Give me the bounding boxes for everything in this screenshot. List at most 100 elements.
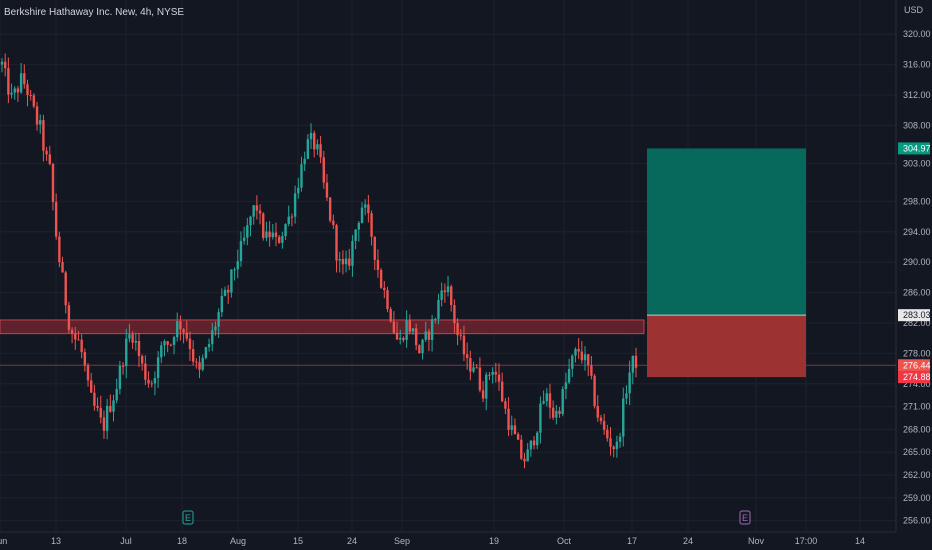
candle-body: [140, 355, 144, 364]
candle-body: [469, 358, 472, 372]
time-tick-label: 17:00: [795, 536, 818, 546]
candle-body: [542, 401, 545, 404]
candle-body: [77, 339, 80, 341]
price-axis[interactable]: 320.00 316.00 312.00 308.00 303.00 298.00 294.…: [895, 0, 932, 550]
price-labels: 304.97 283.03 276.44 274.88: [898, 142, 931, 384]
candle-body: [217, 312, 220, 327]
candle-body: [491, 371, 494, 375]
price-tick-label: 271.00: [903, 402, 931, 412]
candle-body: [201, 357, 204, 370]
candle-body: [118, 365, 122, 390]
candle-body: [462, 335, 466, 355]
candle-body: [494, 371, 498, 375]
time-tick-label: Nov: [748, 536, 765, 546]
candle-body: [427, 331, 431, 340]
earnings-marker[interactable]: E: [182, 510, 194, 525]
long-position-tool[interactable]: [647, 148, 806, 378]
price-tick-label: 259.00: [903, 493, 931, 503]
candle-body: [440, 290, 443, 300]
candle-body: [615, 441, 619, 450]
time-tick-label: 13: [51, 536, 61, 546]
candle-body: [523, 458, 526, 462]
candle-body: [58, 236, 61, 263]
time-axis[interactable]: Jun 13 Jul 18 Aug 15 24 Sep 19 Oct 17 24 Nov 17:00 14: [0, 531, 896, 546]
candle-body: [198, 362, 201, 370]
candle-body: [405, 320, 408, 340]
candle-body: [551, 407, 555, 418]
time-tick-label: Jul: [120, 536, 132, 546]
candle-body: [414, 328, 418, 346]
candle-body: [277, 236, 281, 243]
candle-body: [424, 331, 427, 340]
price-tick-label: 294.00: [903, 227, 931, 237]
stop-price-label: 274.88: [898, 371, 931, 384]
candle-body: [520, 439, 523, 459]
candle-body: [513, 425, 517, 435]
candle-body: [262, 213, 265, 238]
price-tick-label: 286.00: [903, 288, 931, 298]
candle-body: [555, 410, 558, 418]
candle-body: [109, 405, 112, 412]
candle-body: [23, 73, 26, 85]
candle-body: [223, 289, 227, 296]
candle-body: [328, 197, 332, 221]
price-tick-label: 290.00: [903, 257, 931, 267]
candle-body: [67, 305, 71, 330]
candle-body: [156, 357, 160, 378]
candle-body: [163, 341, 166, 346]
earnings-marker-box: [182, 510, 194, 525]
candle-body: [96, 405, 99, 408]
candle-body: [207, 344, 211, 348]
candle-body: [625, 393, 628, 399]
candle-body: [128, 334, 131, 339]
candle-body: [392, 321, 396, 333]
current-price-label: 276.44: [898, 359, 931, 372]
candle-body: [590, 365, 593, 376]
candle-body: [179, 321, 182, 330]
candle-body: [434, 318, 437, 320]
candle-body: [242, 237, 246, 241]
price-tick-label: 303.00: [903, 158, 931, 168]
candles: [0, 53, 638, 469]
candle-body: [3, 61, 7, 69]
candle-body: [48, 154, 51, 164]
candle-body: [249, 216, 252, 226]
candle-body: [446, 286, 450, 293]
candle-body: [239, 240, 243, 262]
candle-body: [628, 372, 631, 394]
price-tick-label: 274.00: [903, 379, 931, 389]
time-tick-label: Aug: [230, 536, 246, 546]
candle-body: [90, 380, 93, 393]
candle-body: [115, 389, 118, 401]
candle-body: [399, 337, 402, 340]
candle-body: [214, 326, 217, 331]
chart-title: Berkshire Hathaway Inc. New, 4h, NYSE: [4, 7, 184, 18]
candle-body: [344, 258, 348, 265]
resistance-zone: [0, 319, 645, 335]
candle-body: [472, 367, 475, 372]
candle-body: [370, 213, 373, 237]
target-price-label-bg: [898, 142, 930, 155]
candle-body: [507, 408, 510, 430]
candle-body: [488, 374, 491, 376]
earnings-marker[interactable]: E: [739, 510, 751, 525]
candle-body: [246, 225, 249, 238]
price-tick-label: 320.00: [903, 29, 931, 39]
candle-body: [70, 329, 74, 334]
current-price-label-bg: [898, 359, 930, 372]
target-area[interactable]: [647, 148, 806, 316]
candle-body: [545, 393, 548, 402]
candle-body: [383, 287, 386, 291]
candle-body: [258, 210, 262, 214]
candle-body: [54, 201, 58, 237]
candle-body: [303, 158, 306, 165]
candle-body: [211, 330, 214, 345]
stop-area[interactable]: [647, 315, 806, 378]
candle-body: [26, 84, 29, 96]
price-tick-label: 308.00: [903, 120, 931, 130]
candle-body: [297, 187, 300, 194]
candle-body: [322, 157, 325, 183]
candle-body: [137, 340, 141, 356]
